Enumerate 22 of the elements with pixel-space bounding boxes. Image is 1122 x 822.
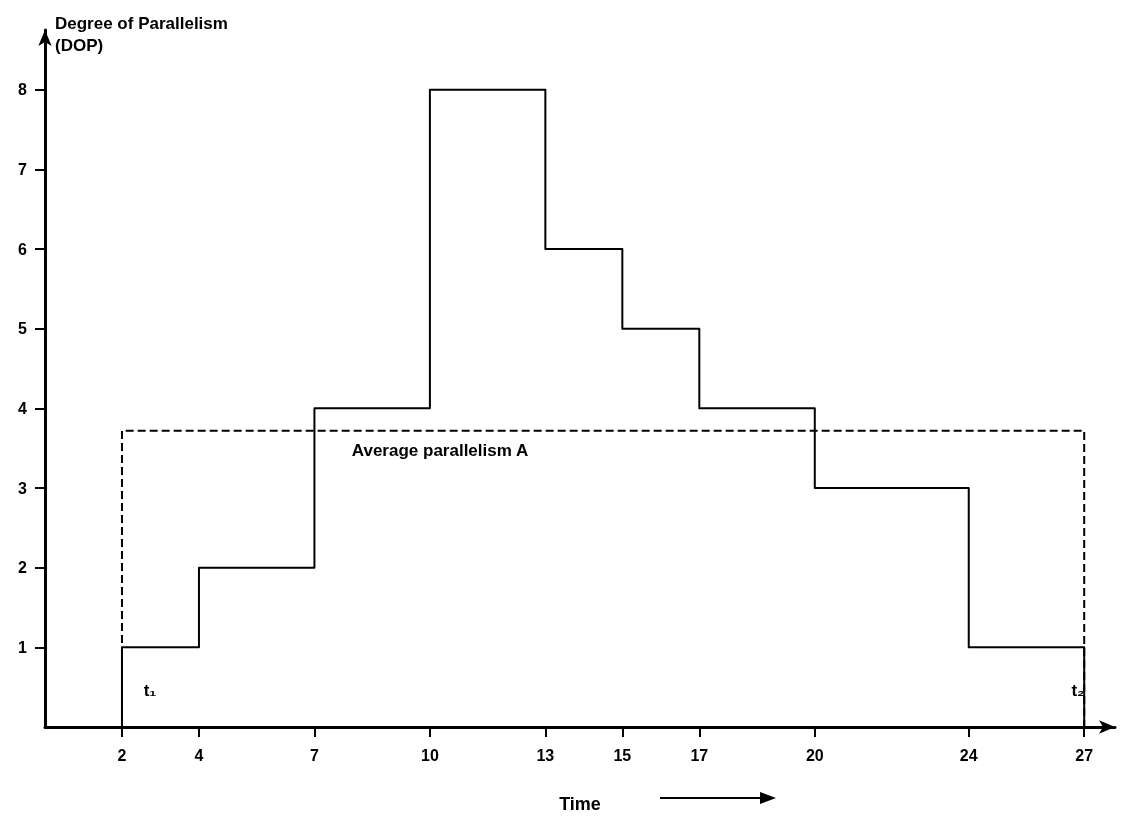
x-tick-label: 17 xyxy=(690,746,709,764)
x-tick-label: 4 xyxy=(194,746,204,764)
y-axis-title: Degree of Parallelism (DOP) xyxy=(55,13,233,55)
y-tick-label: 3 xyxy=(18,479,28,497)
x-tick-label: 27 xyxy=(1075,746,1094,764)
y-tick-label: 7 xyxy=(18,160,28,178)
x-tick-label: 10 xyxy=(420,746,439,764)
x-axis-title: Time xyxy=(559,794,601,814)
y-tick-label: 1 xyxy=(18,638,28,656)
x-tick-label: 7 xyxy=(309,746,319,764)
x-tick-label: 15 xyxy=(613,746,632,764)
y-tick-label: 4 xyxy=(18,399,28,417)
x-tick-label: 24 xyxy=(959,746,978,764)
x-tick-label: 20 xyxy=(805,746,824,764)
annotation: t₁ xyxy=(143,680,157,700)
y-tick-label: 8 xyxy=(18,81,28,99)
y-tick-label: 6 xyxy=(18,240,28,258)
y-tick-label: 5 xyxy=(18,320,28,338)
annotation: Average parallelism A xyxy=(351,440,529,460)
x-tick-label: 2 xyxy=(117,746,127,764)
x-tick-label: 13 xyxy=(536,746,555,764)
y-tick-label: 2 xyxy=(18,559,28,577)
